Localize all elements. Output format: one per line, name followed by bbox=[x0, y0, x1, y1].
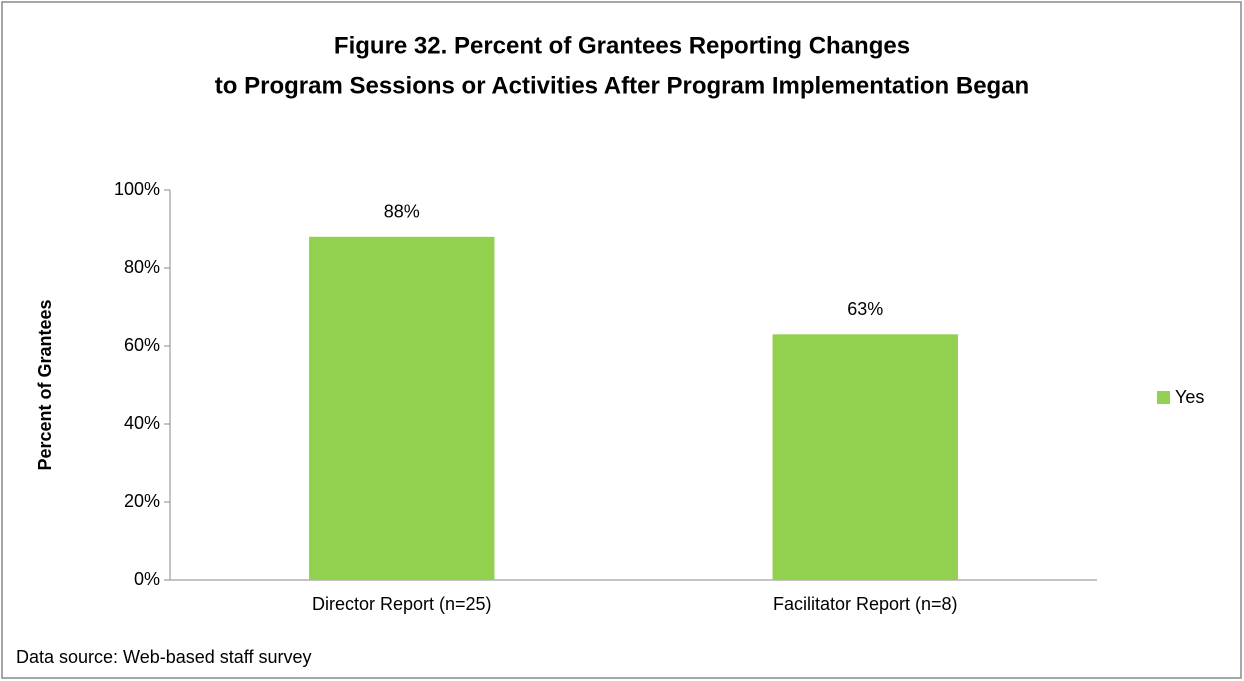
bar bbox=[309, 236, 495, 581]
y-tick-label: 20% bbox=[124, 491, 160, 511]
legend-label: Yes bbox=[1175, 387, 1204, 407]
y-tick-label: 0% bbox=[134, 569, 160, 589]
data-label: 88% bbox=[384, 202, 420, 222]
x-tick-label: Facilitator Report (n=8) bbox=[773, 594, 958, 614]
data-label: 63% bbox=[847, 299, 883, 319]
y-tick-label: 80% bbox=[124, 257, 160, 277]
chart-title: to Program Sessions or Activities After … bbox=[215, 72, 1029, 99]
y-tick-label: 60% bbox=[124, 335, 160, 355]
y-axis-label: Percent of Grantees bbox=[35, 299, 55, 470]
legend-swatch bbox=[1157, 391, 1170, 404]
bar bbox=[772, 334, 958, 580]
x-tick-label: Director Report (n=25) bbox=[312, 594, 492, 614]
source-note: Data source: Web-based staff survey bbox=[16, 647, 311, 667]
y-tick-label: 100% bbox=[114, 179, 160, 199]
y-tick-label: 40% bbox=[124, 413, 160, 433]
chart-title: Figure 32. Percent of Grantees Reporting… bbox=[334, 32, 910, 59]
